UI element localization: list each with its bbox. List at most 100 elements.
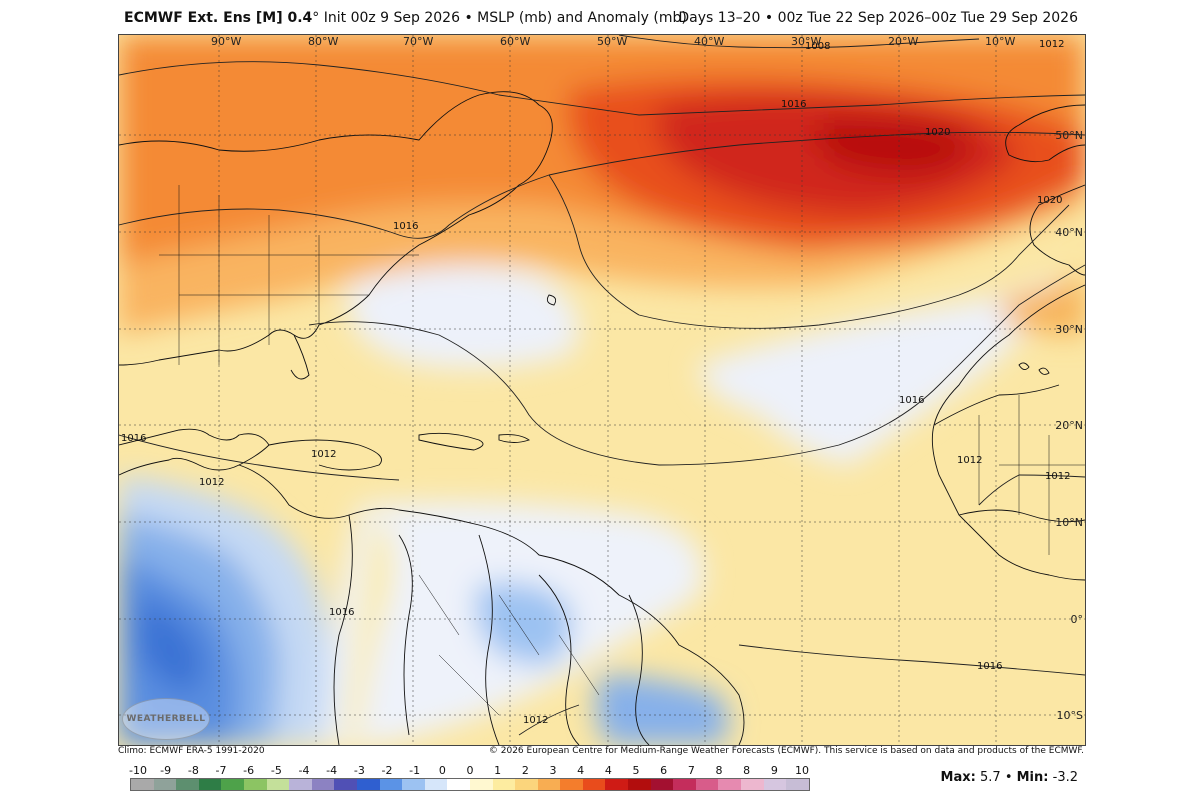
isobar-label: 1012 bbox=[199, 477, 224, 488]
colorbar-tick-label: 2 bbox=[521, 764, 529, 777]
colorbar-tick-label: -10 bbox=[129, 764, 147, 777]
colorbar-swatch bbox=[673, 779, 696, 790]
colorbar-tick-label: 4 bbox=[577, 764, 585, 777]
lon-label: 80°W bbox=[308, 35, 339, 48]
colorbar-swatch bbox=[243, 779, 267, 790]
colorbar-swatch bbox=[356, 779, 380, 790]
colorbar-tick-label: -6 bbox=[243, 764, 255, 777]
lon-label: 50°W bbox=[597, 35, 628, 48]
isobar-1016-mid-line bbox=[308, 264, 1085, 466]
colorbar-swatch bbox=[289, 779, 312, 790]
isobar-label: 1016 bbox=[329, 607, 354, 618]
lat-label: 30°N bbox=[1055, 323, 1083, 336]
isobar-label: 1016 bbox=[977, 661, 1002, 672]
max-label: Max: bbox=[940, 770, 976, 785]
isobar-label: 1012 bbox=[523, 715, 548, 726]
lon-label: 60°W bbox=[500, 35, 531, 48]
colorbar-tick-label: 1 bbox=[494, 764, 502, 777]
isobar-labels: 1008 1012 1016 1020 1016 1012 1016 1012 … bbox=[121, 39, 1070, 726]
lon-label: 10°W bbox=[985, 35, 1016, 48]
colorbar-tick-label: -3 bbox=[353, 764, 365, 777]
ecmwf-copyright: © 2026 European Centre for Medium-Range … bbox=[488, 746, 1084, 756]
colorbar-tick-label: -1 bbox=[409, 764, 421, 777]
colorbar-tick-label: 8 bbox=[715, 764, 723, 777]
colorbar-swatch bbox=[605, 779, 629, 790]
climo-credit: Climo: ECMWF ERA-5 1991-2020 bbox=[118, 746, 265, 756]
colorbar-tick-label: -7 bbox=[215, 764, 227, 777]
graticule bbox=[119, 35, 1085, 745]
lat-label: 10°S bbox=[1056, 709, 1083, 722]
colorbar-tick-label: 8 bbox=[743, 764, 751, 777]
colorbar-tick-label: 9 bbox=[770, 764, 778, 777]
colorbar-swatch bbox=[628, 779, 651, 790]
colorbar-tick-label: -8 bbox=[187, 764, 199, 777]
isobar-label: 1012 bbox=[957, 455, 982, 466]
weatherbell-logo: WEATHERBELL bbox=[122, 698, 210, 740]
colorbar-tick-label: -9 bbox=[160, 764, 172, 777]
lat-label: 50°N bbox=[1055, 129, 1083, 142]
isobar-label: 1020 bbox=[1037, 195, 1062, 206]
colorbar-swatch bbox=[786, 779, 809, 790]
colorbar-swatch bbox=[402, 779, 425, 790]
isobar-label: 1020 bbox=[925, 127, 950, 138]
colorbar-swatch bbox=[537, 779, 561, 790]
colorbar-swatch bbox=[741, 779, 764, 790]
colorbar-labels: -10 -9 -8 -7 -6 -5 -4 -4 -3 -2 -1 0 0 1 2 3 4 4 5 6 7 8 8 9 10 bbox=[129, 764, 810, 778]
colorbar-tick-label: 6 bbox=[660, 764, 668, 777]
valid-period: Days 13–20 • 00z Tue 22 Sep 2026–00z Tue… bbox=[678, 10, 1078, 26]
colorbar-swatch bbox=[334, 779, 357, 790]
colorbar-tick-label: 7 bbox=[687, 764, 695, 777]
model-name: ECMWF Ext. Ens [M] 0.4 bbox=[124, 10, 313, 26]
lon-label: 90°W bbox=[211, 35, 242, 48]
min-label: Min: bbox=[1016, 770, 1049, 785]
colorbar-swatch bbox=[695, 779, 719, 790]
colorbar-swatch bbox=[582, 779, 606, 790]
isobar-1020-loop-line bbox=[548, 174, 1070, 329]
isobar-1012-east-line bbox=[978, 474, 1085, 506]
lon-label: 70°W bbox=[403, 35, 434, 48]
isobar-lines bbox=[119, 35, 1085, 736]
isobar-label: 1016 bbox=[393, 221, 418, 232]
isobar-1016-north-line bbox=[119, 61, 1085, 116]
colorbar-tick-label: 0 bbox=[466, 764, 474, 777]
colorbar-swatch bbox=[131, 779, 154, 790]
isobar-label: 1016 bbox=[781, 99, 806, 110]
max-min-stats: Max: 5.7 • Min: -3.2 bbox=[941, 770, 1078, 785]
isobar-label: 1012 bbox=[1045, 471, 1070, 482]
colorbar-swatch bbox=[560, 779, 583, 790]
colorbar-tick-label: -2 bbox=[381, 764, 393, 777]
lon-label: 30°W bbox=[791, 35, 822, 48]
colorbar-tick-label: -4 bbox=[298, 764, 310, 777]
colorbar-swatch bbox=[221, 779, 244, 790]
colorbar-tick-label: 3 bbox=[549, 764, 557, 777]
colorbar-tick-label: 0 bbox=[438, 764, 446, 777]
lon-label: 40°W bbox=[694, 35, 725, 48]
lon-label: 20°W bbox=[888, 35, 919, 48]
init-info: ° Init 00z 9 Sep 2026 • MSLP (mb) and An… bbox=[312, 10, 687, 26]
isobar-label: 1012 bbox=[1039, 39, 1064, 50]
lat-label: 10°N bbox=[1055, 516, 1083, 529]
isobar-label: 1008 bbox=[805, 41, 830, 52]
coastlines bbox=[119, 91, 1085, 745]
colorbar-swatch bbox=[311, 779, 335, 790]
colorbar-tick-label: 5 bbox=[632, 764, 640, 777]
isobar-1012-south-line bbox=[518, 704, 580, 736]
anomaly-map: 1008 1012 1016 1020 1016 1012 1016 1012 … bbox=[119, 35, 1085, 745]
colorbar-swatch bbox=[763, 779, 787, 790]
colorbar-swatch bbox=[176, 779, 199, 790]
isobar-1020-line bbox=[119, 131, 1085, 239]
colorbar-swatch bbox=[515, 779, 538, 790]
isobar-1008-line bbox=[618, 35, 980, 49]
colorbar-swatch bbox=[447, 779, 470, 790]
isobar-label: 1012 bbox=[311, 449, 336, 460]
lat-label: 0° bbox=[1070, 613, 1084, 626]
map-panel: 1008 1012 1016 1020 1016 1012 1016 1012 … bbox=[118, 34, 1086, 746]
min-value: -3.2 bbox=[1052, 770, 1078, 785]
colorbar-tick-label: 10 bbox=[795, 764, 809, 777]
stats-separator: • bbox=[1004, 770, 1013, 785]
lat-label: 20°N bbox=[1055, 419, 1083, 432]
colorbar-swatch bbox=[718, 779, 742, 790]
colorbar-tick-label: -5 bbox=[270, 764, 282, 777]
colorbar-tick-label: 4 bbox=[604, 764, 612, 777]
chart-title-left: ECMWF Ext. Ens [M] 0.4° Init 00z 9 Sep 2… bbox=[124, 10, 687, 26]
